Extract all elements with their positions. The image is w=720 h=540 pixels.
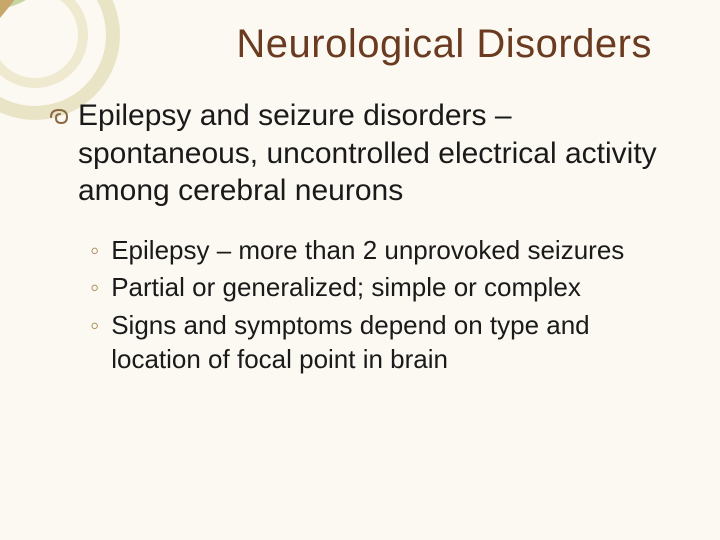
sub-bullet-item: ◦ Partial or generalized; simple or comp…	[90, 271, 672, 305]
slide-content: Neurological Disorders Epilepsy and seiz…	[0, 0, 720, 540]
main-bullet-text: Epilepsy and seizure disorders – spontan…	[78, 97, 672, 210]
sub-bullet-glyph: ◦	[90, 271, 99, 305]
sub-bullet-item: ◦ Signs and symptoms depend on type and …	[90, 309, 672, 377]
sub-bullet-item: ◦ Epilepsy – more than 2 unprovoked seiz…	[90, 234, 672, 268]
sub-bullet-text: Partial or generalized; simple or comple…	[111, 271, 581, 305]
sub-bullet-text: Signs and symptoms depend on type and lo…	[111, 309, 672, 377]
sub-bullet-text: Epilepsy – more than 2 unprovoked seizur…	[111, 234, 624, 268]
swirl-bullet-icon	[48, 107, 72, 127]
sub-bullet-glyph: ◦	[90, 234, 99, 268]
main-bullet-item: Epilepsy and seizure disorders – spontan…	[48, 97, 672, 210]
sub-bullet-list: ◦ Epilepsy – more than 2 unprovoked seiz…	[90, 234, 672, 377]
sub-bullet-glyph: ◦	[90, 309, 99, 343]
slide-title: Neurological Disorders	[48, 22, 672, 67]
